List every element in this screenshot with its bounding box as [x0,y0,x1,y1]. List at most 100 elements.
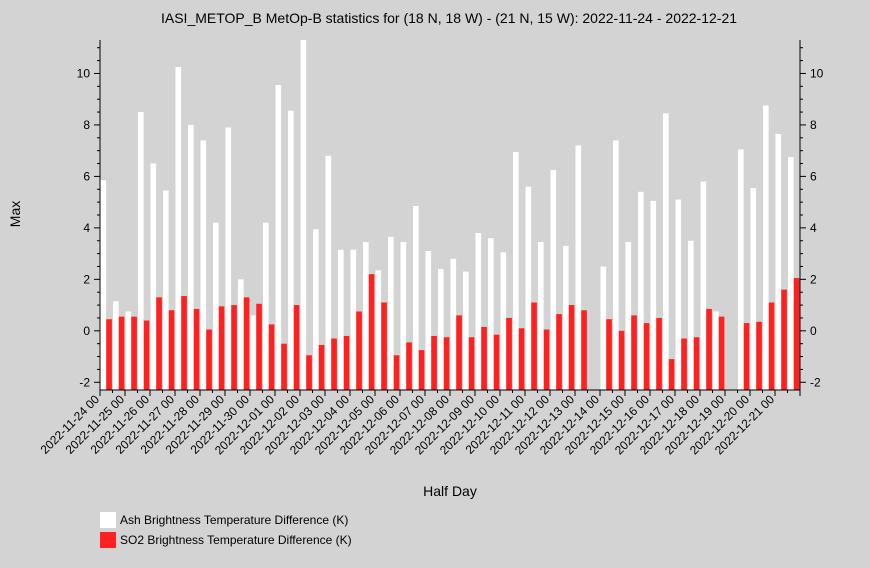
so2-bar [506,317,512,390]
so2-bar [418,350,425,390]
y-tick-label-left: 10 [77,66,91,80]
y-tick-label-right: 0 [810,324,817,338]
ash-bar [650,200,657,390]
so2-bar [393,355,400,390]
bars-group [100,40,800,391]
ash-bar [700,181,707,390]
ash-bar [188,124,194,391]
so2-bar [718,316,725,390]
so2-bar [218,306,225,390]
ash-bar [200,140,207,390]
y-tick-label-left: -2 [79,375,90,389]
so2-bar [331,338,337,390]
y-tick-label-right: 2 [810,272,817,286]
ash-bar [325,155,332,390]
ash-bar [738,149,744,390]
ash-bar [100,180,107,390]
ash-bar [463,271,469,390]
so2-bar [693,337,700,390]
ash-bar [788,157,794,390]
y-tick-label-left: 4 [83,221,90,235]
so2-bar [168,310,175,390]
ash-bar [250,315,257,390]
ash-bar [713,311,719,390]
so2-bar [156,297,162,390]
ash-bar [350,249,357,390]
ash-bar [638,191,644,390]
ash-bar [438,269,444,390]
so2-bar [281,343,287,390]
so2-bar [793,278,800,390]
y-tick-label-left: 8 [83,118,90,132]
ash-bar [163,190,169,390]
so2-bar [343,335,350,390]
legend-swatch-so2 [100,532,116,548]
so2-bar [768,302,775,390]
ash-bar [175,67,182,391]
so2-bar [543,329,550,390]
ash-bar [425,251,432,390]
ash-bar [400,242,407,390]
so2-bar [193,308,200,390]
ash-bar [263,222,269,390]
so2-bar [118,316,125,390]
ash-bar [563,245,569,390]
so2-bar [143,320,150,390]
ash-bar [475,233,482,390]
so2-bar [531,302,537,390]
so2-bar [206,329,212,390]
ash-bar [138,112,144,390]
ash-bar [413,205,419,390]
ash-bar [538,242,544,390]
ash-bar [613,140,619,390]
ash-bar [575,145,582,390]
so2-bar [318,344,325,390]
so2-bar [631,315,637,390]
ash-bar [625,242,632,390]
ash-bar [775,133,782,390]
so2-bar [518,328,525,390]
ash-bar [288,110,294,391]
ash-bar [338,249,344,390]
ash-bar [225,127,232,390]
y-tick-label-left: 0 [83,324,90,338]
ash-bar [525,186,532,390]
ash-bar [363,242,369,390]
so2-bar [106,319,112,390]
so2-bar [468,337,475,390]
so2-bar [456,315,462,390]
ash-bar [113,301,119,390]
so2-bar [781,289,787,390]
y-tick-label-right: 4 [810,221,817,235]
ash-bar [550,169,557,390]
so2-bar [743,323,750,390]
x-axis-label: Half Day [423,483,477,499]
so2-bar [481,326,487,390]
so2-bar [606,319,612,390]
so2-bar [756,321,762,390]
so2-bar [431,335,437,390]
so2-bar [181,296,187,390]
ash-bar [125,311,132,390]
so2-bar [668,359,675,390]
so2-bar [581,310,587,390]
legend-label-ash: Ash Brightness Temperature Difference (K… [120,513,348,527]
ash-bar [450,258,457,390]
ash-bar [500,252,507,390]
ash-bar [388,236,394,390]
so2-bar [618,330,625,390]
so2-bar [231,305,237,390]
so2-bar [493,334,500,390]
ash-bar [488,238,494,390]
y-tick-label-right: -2 [810,375,821,389]
ash-bar [313,229,319,390]
y-tick-label-right: 8 [810,118,817,132]
so2-bar [293,305,300,390]
y-tick-label-right: 6 [810,169,817,183]
ash-bar [375,270,382,390]
ash-bar [275,85,282,390]
ash-bar [513,151,519,390]
ash-bar [213,222,219,390]
chart-title: IASI_METOP_B MetOp-B statistics for (18 … [161,10,737,26]
